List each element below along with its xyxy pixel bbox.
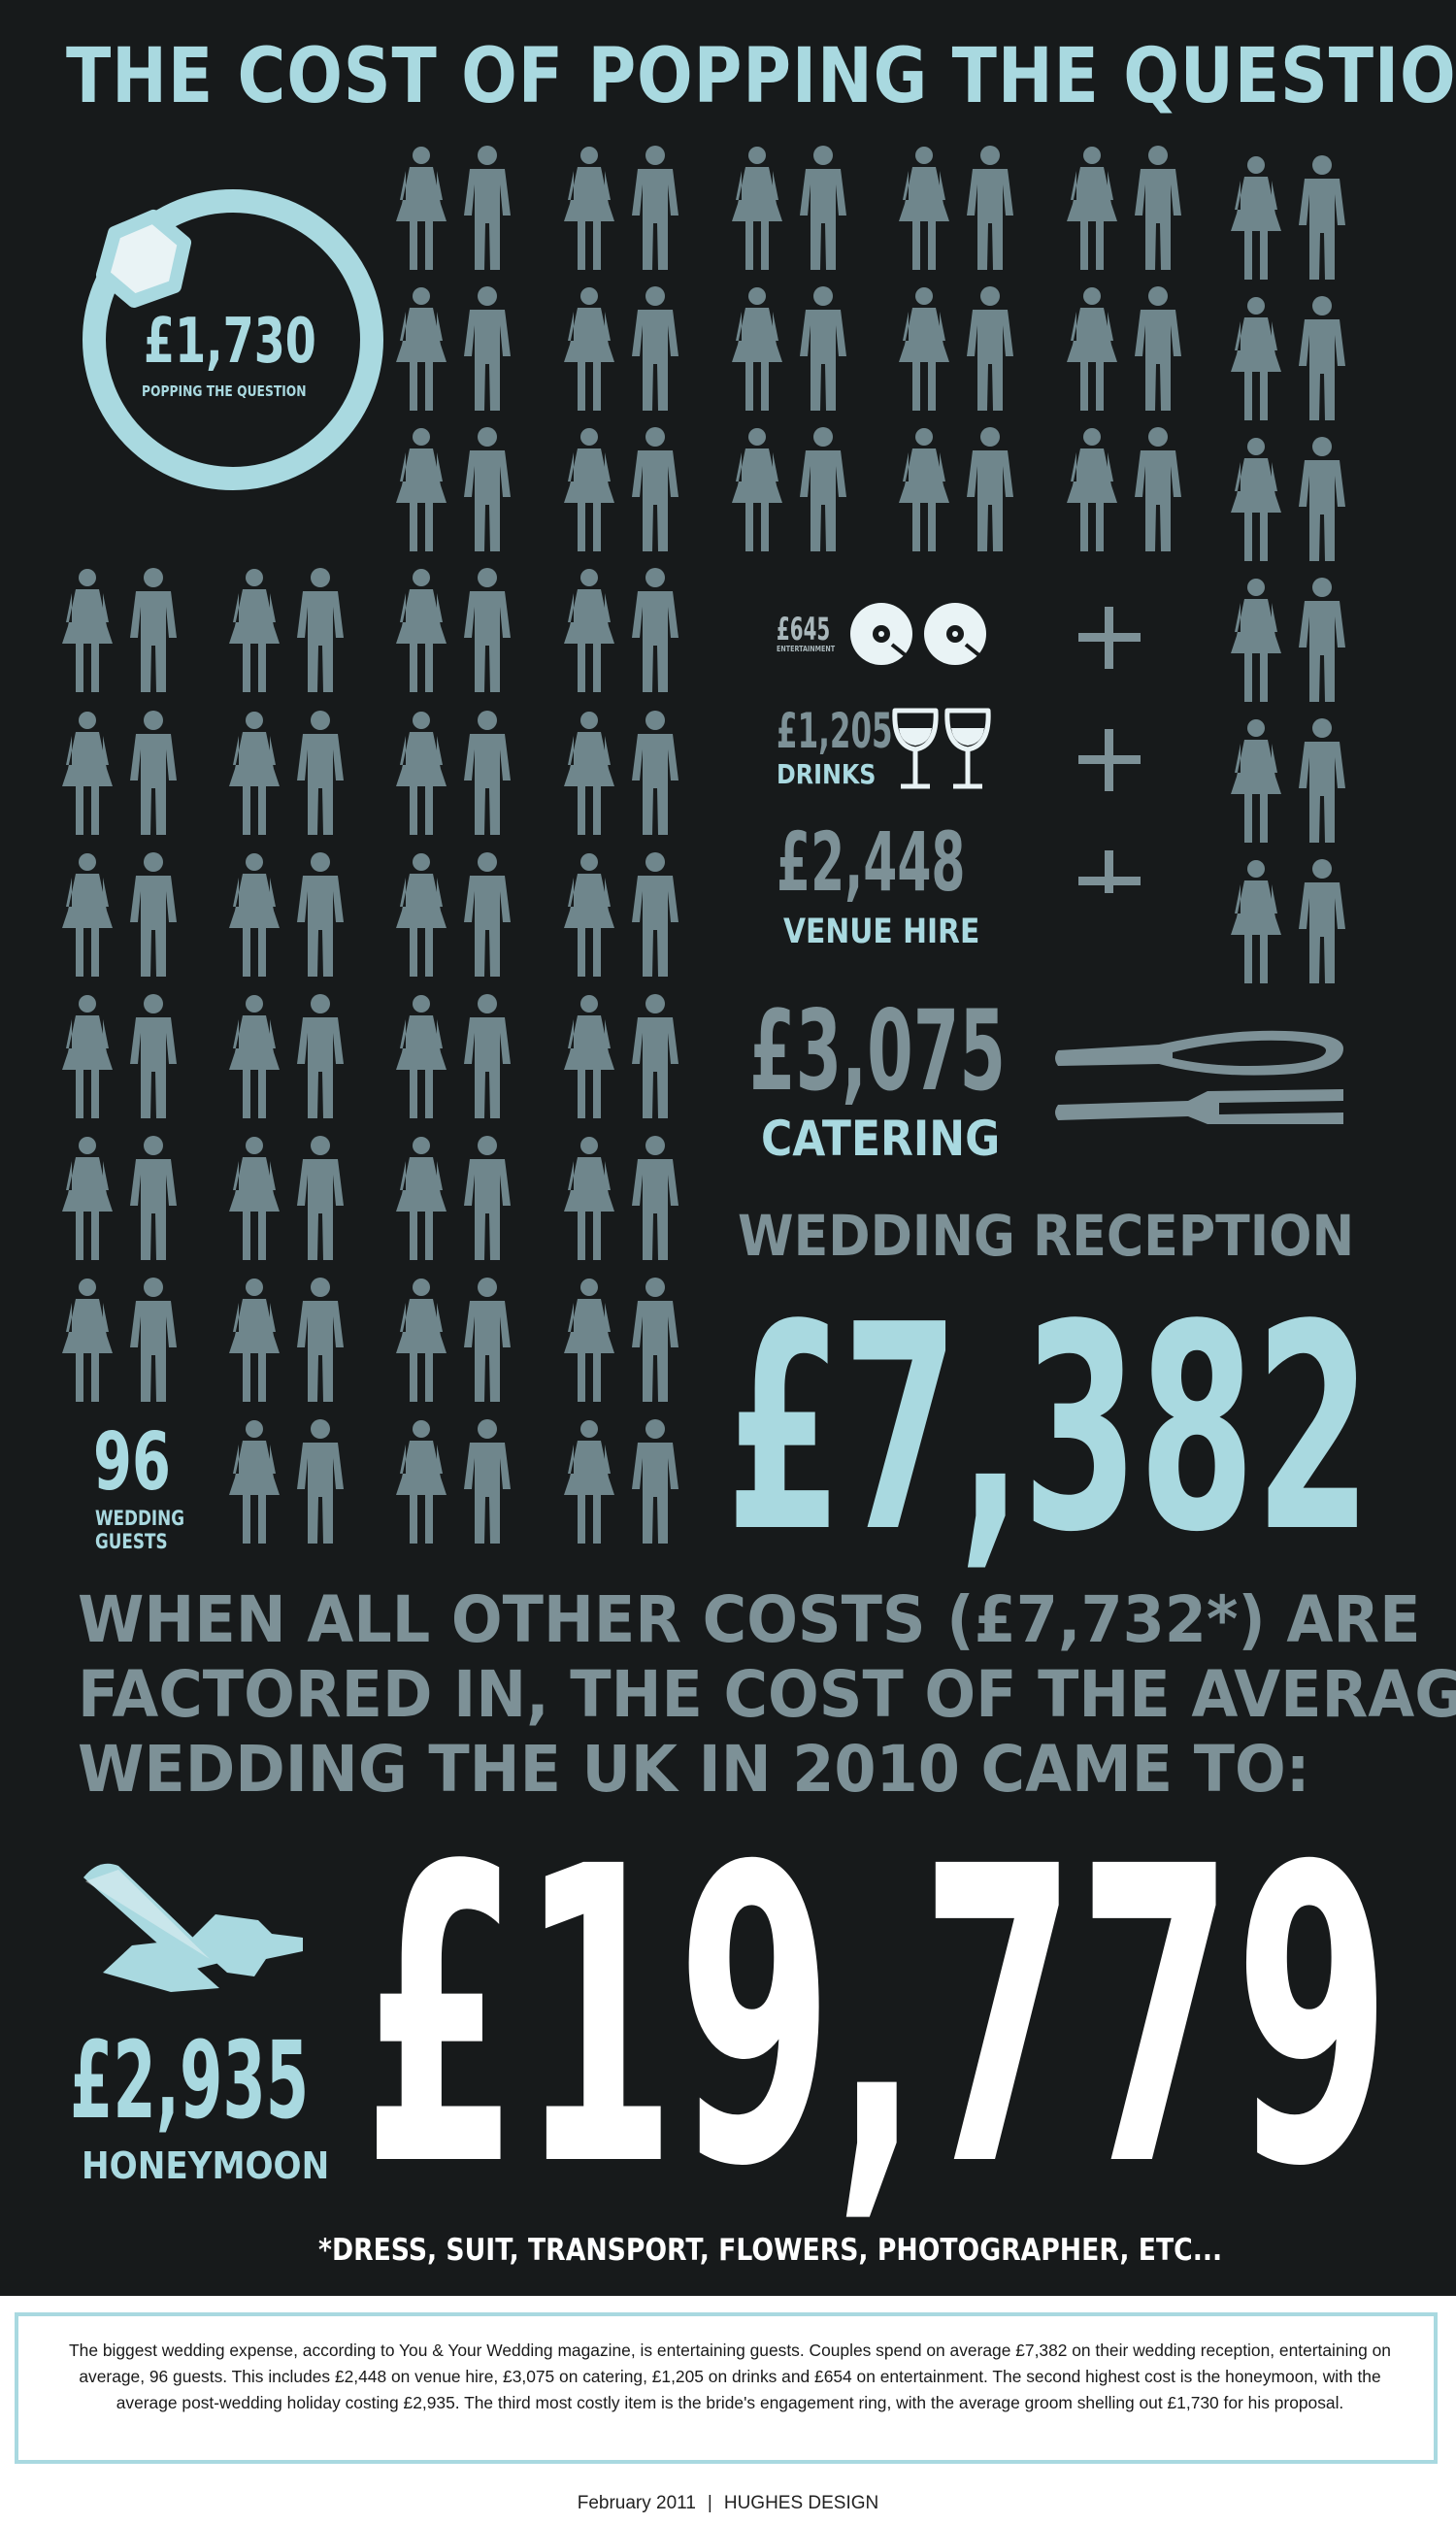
man-and-woman-icon bbox=[564, 994, 678, 1118]
summary-text: The biggest wedding expense, according t… bbox=[69, 2341, 1391, 2412]
guest-count-label: WEDDING GUESTS bbox=[95, 1507, 184, 1554]
man-and-woman-icon bbox=[732, 146, 846, 270]
drinks-price: £1,205 bbox=[777, 703, 893, 759]
man-and-woman-icon bbox=[396, 1136, 511, 1260]
entertainment-price: £645 bbox=[777, 611, 831, 648]
man-and-woman-icon bbox=[564, 427, 678, 551]
statement-line: FACTORED IN, THE COST OF THE AVERAGE bbox=[78, 1657, 1456, 1733]
man-and-woman-icon bbox=[229, 1278, 344, 1402]
airplane-icon bbox=[83, 1863, 303, 1992]
man-and-woman-icon bbox=[396, 286, 511, 411]
catering-label: CATERING bbox=[761, 1111, 1001, 1167]
man-and-woman-icon bbox=[732, 427, 846, 551]
wedding-reception-label: WEDDING RECEPTION bbox=[738, 1203, 1355, 1269]
man-and-woman-icon bbox=[564, 568, 678, 692]
man-and-woman-icon bbox=[229, 711, 344, 835]
man-and-woman-icon bbox=[564, 1136, 678, 1260]
man-and-woman-icon bbox=[229, 1419, 344, 1544]
man-and-woman-icon bbox=[1231, 859, 1345, 983]
man-and-woman-icon bbox=[396, 146, 511, 270]
cost-statement: WHEN ALL OTHER COSTS (£7,732*) ARE FACTO… bbox=[78, 1582, 1456, 1808]
credit-line: February 2011 | HUGHES DESIGN bbox=[0, 2493, 1456, 2514]
honeymoon-label: HONEYMOON bbox=[82, 2144, 330, 2187]
guest-count: 96 bbox=[93, 1416, 171, 1509]
man-and-woman-icon bbox=[1067, 427, 1181, 551]
knife-and-fork-icon bbox=[1055, 1030, 1343, 1124]
man-and-woman-icon bbox=[62, 711, 177, 835]
man-and-woman-icon bbox=[62, 1136, 177, 1260]
wine-glasses-icon bbox=[892, 708, 991, 789]
man-and-woman-icon bbox=[1231, 437, 1345, 561]
man-and-woman-icon bbox=[899, 146, 1013, 270]
man-and-woman-icon bbox=[396, 568, 511, 692]
venue-label: VENUE HIRE bbox=[783, 913, 980, 951]
man-and-woman-icon bbox=[62, 852, 177, 977]
page-title: THE COST OF POPPING THE QUESTION: bbox=[66, 33, 1456, 120]
man-and-woman-icon bbox=[396, 1419, 511, 1544]
man-and-woman-icon bbox=[899, 286, 1013, 411]
catering-price: £3,075 bbox=[749, 986, 1006, 1115]
man-and-woman-icon bbox=[899, 427, 1013, 551]
man-and-woman-icon bbox=[1231, 718, 1345, 843]
credit-separator: | bbox=[707, 2493, 712, 2513]
statement-line: WHEN ALL OTHER COSTS (£7,732*) ARE bbox=[78, 1582, 1421, 1657]
man-and-woman-icon bbox=[229, 994, 344, 1118]
venue-price: £2,448 bbox=[777, 814, 966, 910]
plus-signs bbox=[1078, 607, 1141, 893]
ring-price: £1,730 bbox=[144, 306, 316, 378]
man-and-woman-icon bbox=[229, 1136, 344, 1260]
man-and-woman-icon bbox=[62, 568, 177, 692]
man-and-woman-icon bbox=[564, 852, 678, 977]
man-and-woman-icon bbox=[396, 994, 511, 1118]
honeymoon-price: £2,935 bbox=[70, 2018, 310, 2142]
man-and-woman-icon bbox=[229, 852, 344, 977]
man-and-woman-icon bbox=[229, 568, 344, 692]
man-and-woman-icon bbox=[564, 146, 678, 270]
man-and-woman-icon bbox=[564, 286, 678, 411]
drinks-label: DRINKS bbox=[777, 758, 877, 790]
man-and-woman-icon bbox=[1067, 286, 1181, 411]
man-and-woman-icon bbox=[396, 852, 511, 977]
poster-panel: THE COST OF POPPING THE QUESTION: £1,730… bbox=[0, 0, 1456, 2296]
man-and-woman-icon bbox=[1067, 146, 1181, 270]
ring-label: POPPING THE QUESTION bbox=[142, 382, 307, 400]
man-and-woman-icon bbox=[396, 427, 511, 551]
wedding-reception-total: £7,382 bbox=[726, 1264, 1372, 1594]
engagement-ring-icon bbox=[83, 189, 383, 490]
man-and-woman-icon bbox=[1231, 578, 1345, 702]
summary-box: The biggest wedding expense, according t… bbox=[15, 2312, 1438, 2464]
guest-figures-grid bbox=[62, 146, 1345, 1544]
credit-date: February 2011 bbox=[577, 2493, 696, 2513]
credit-designer: HUGHES DESIGN bbox=[723, 2493, 879, 2513]
footnote: *DRESS, SUIT, TRANSPORT, FLOWERS, PHOTOG… bbox=[318, 2233, 1223, 2268]
statement-line: WEDDING THE UK IN 2010 CAME TO: bbox=[78, 1732, 1310, 1808]
man-and-woman-icon bbox=[396, 711, 511, 835]
record-turntable-icon bbox=[850, 603, 986, 665]
man-and-woman-icon bbox=[564, 1419, 678, 1544]
man-and-woman-icon bbox=[564, 1278, 678, 1402]
man-and-woman-icon bbox=[62, 1278, 177, 1402]
man-and-woman-icon bbox=[564, 711, 678, 835]
entertainment-label: ENTERTAINMENT bbox=[777, 645, 836, 653]
man-and-woman-icon bbox=[1231, 296, 1345, 420]
man-and-woman-icon bbox=[1231, 155, 1345, 280]
man-and-woman-icon bbox=[396, 1278, 511, 1402]
man-and-woman-icon bbox=[62, 994, 177, 1118]
grand-total: £19,779 bbox=[363, 1781, 1392, 2256]
man-and-woman-icon bbox=[732, 286, 846, 411]
